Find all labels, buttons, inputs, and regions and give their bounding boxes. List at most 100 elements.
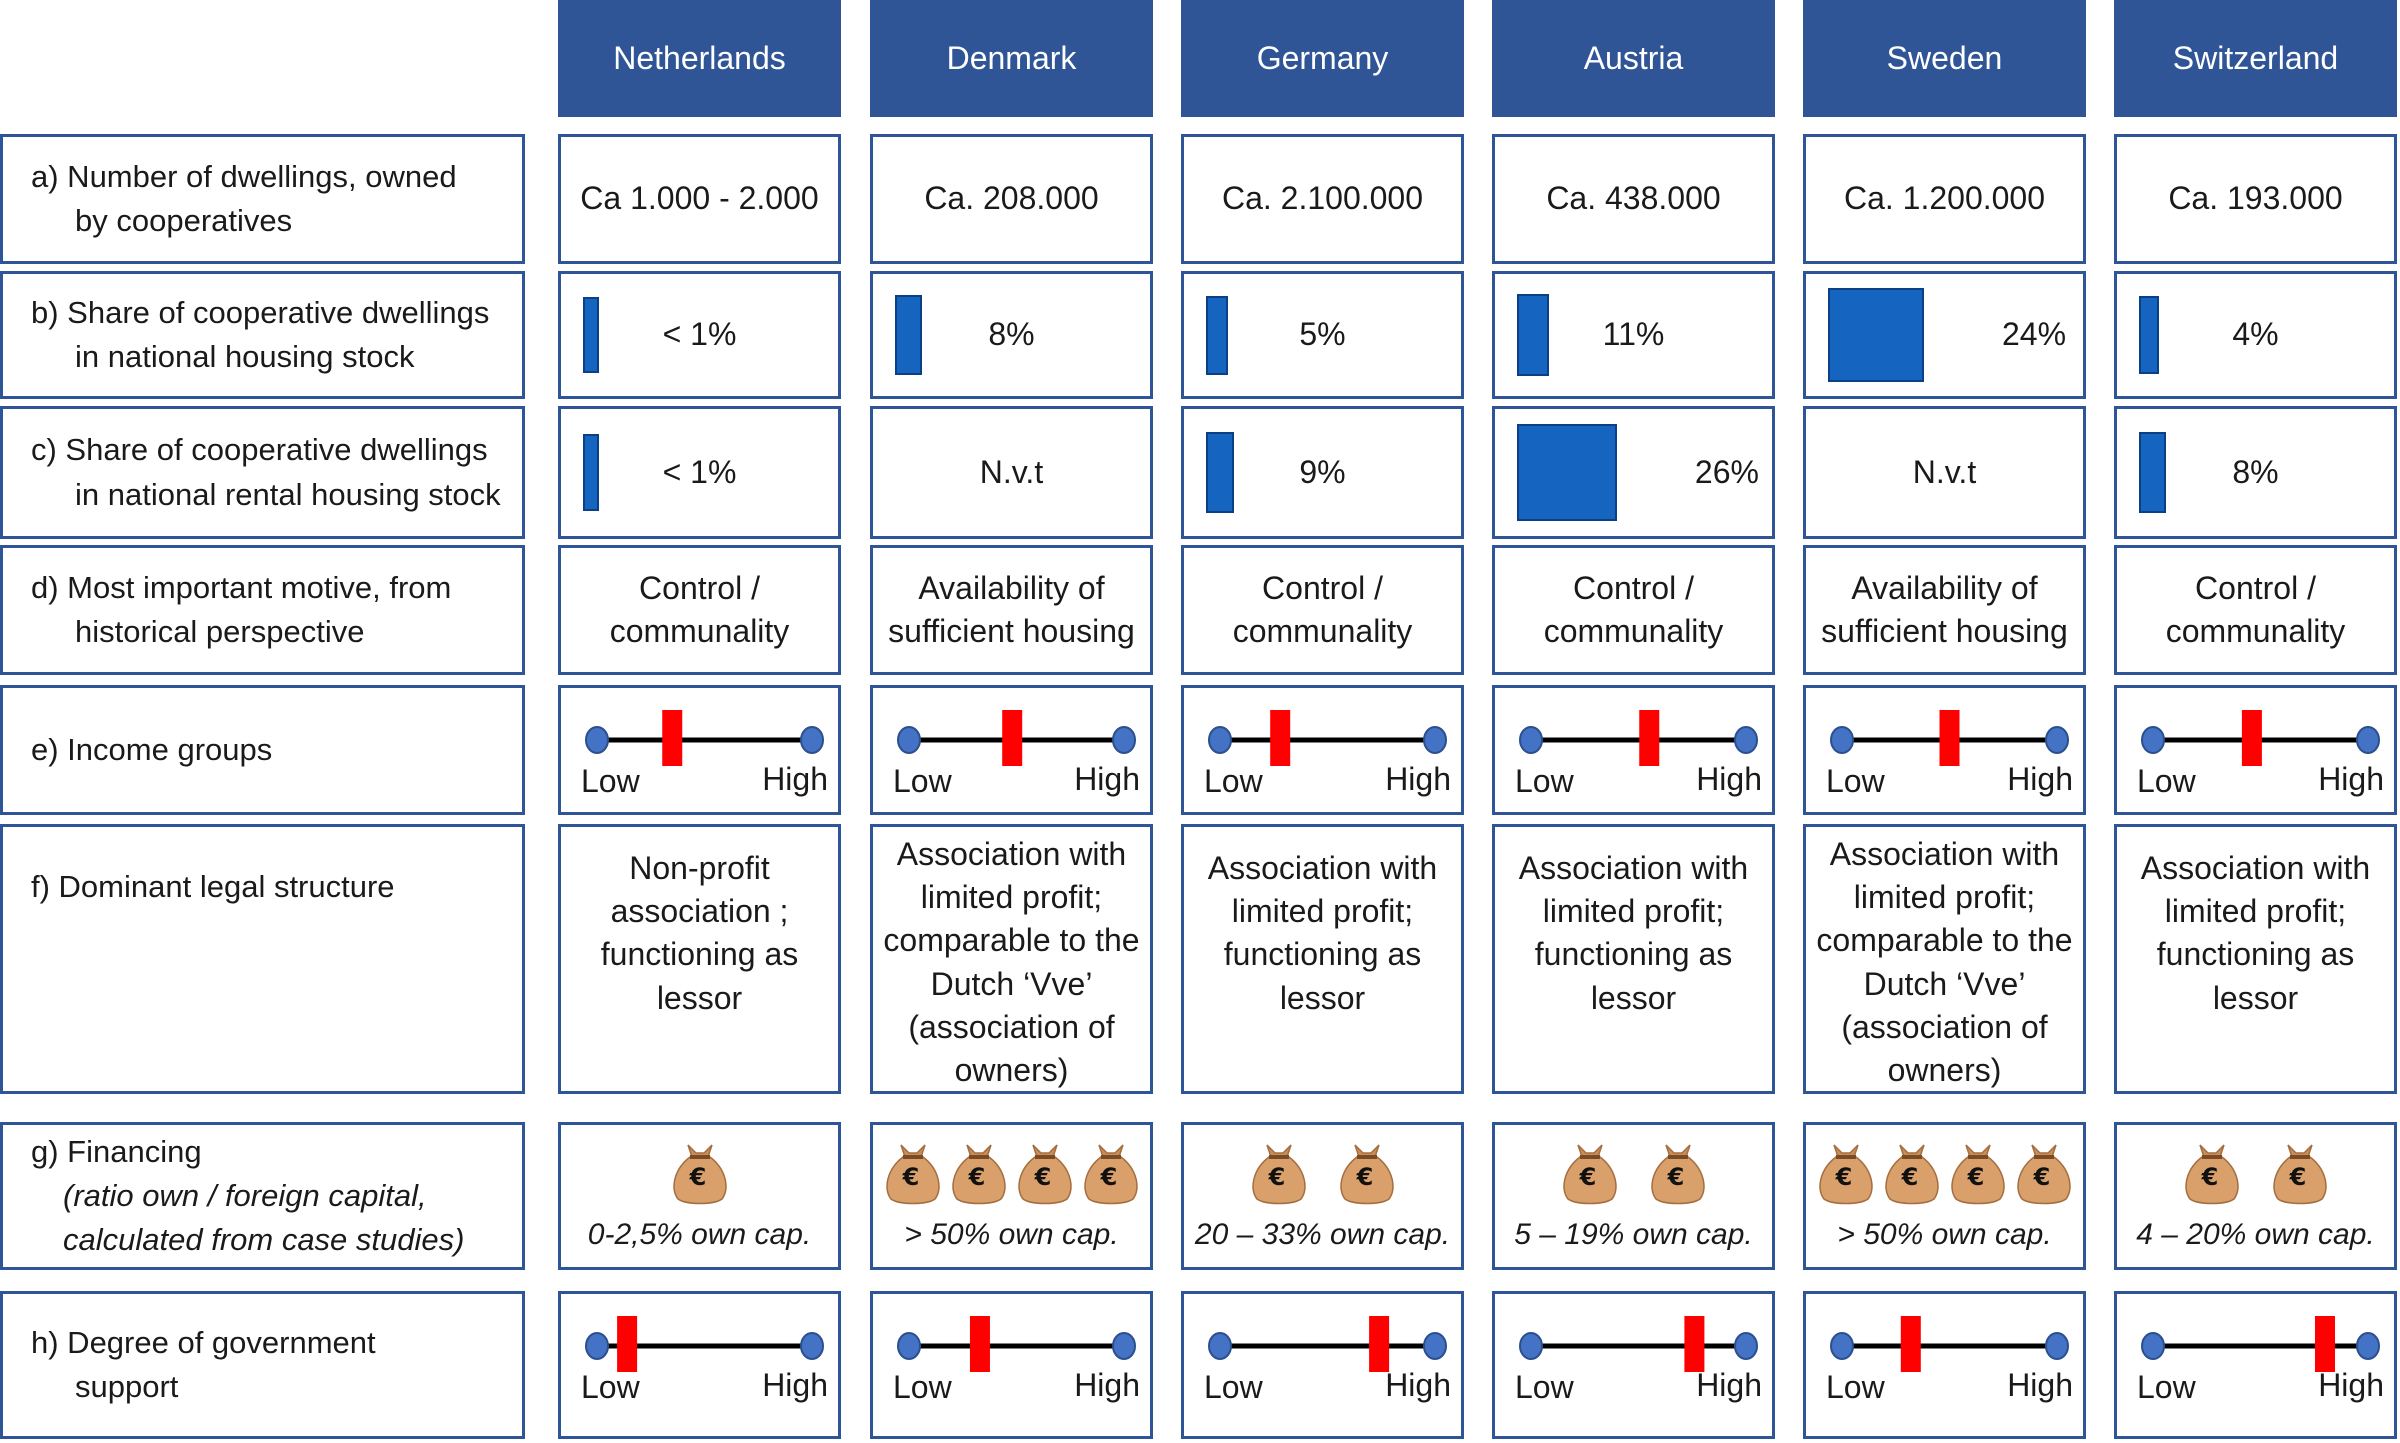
- cell-text-line: association ;: [610, 893, 789, 930]
- column-header-sweden: Sweden: [1803, 0, 2086, 117]
- cell-share-c-austria: 26%: [1492, 406, 1775, 539]
- cell-text-line: Control /: [1573, 569, 1694, 606]
- cell-share-b-sweden: 24%: [1803, 271, 2086, 399]
- money-bag-icon: €: [951, 1144, 1006, 1205]
- svg-text:€: €: [1834, 1163, 1852, 1191]
- row-label-g: g) Financing (ratio own / foreign capital…: [0, 1122, 525, 1270]
- scale-low-dot: [2141, 1332, 2165, 1360]
- low-high-scale: [585, 1316, 824, 1372]
- scale-low-dot: [897, 1332, 921, 1360]
- scale-marker: [1939, 710, 1960, 766]
- financing-caption: 4 – 20% own cap.: [2136, 1218, 2375, 1251]
- cell-scale-h-germany: Low High: [1181, 1291, 1464, 1439]
- cell-text-line: Association with: [2140, 850, 2371, 886]
- svg-text:€: €: [1267, 1163, 1285, 1191]
- scale-high-label: High: [1385, 1367, 1451, 1403]
- cell-text-line: limited profit;: [1542, 893, 1725, 930]
- cell-text-line: Association with: [1207, 850, 1438, 886]
- cell-text-line: functioning as: [1534, 936, 1733, 973]
- cell-text-line: limited profit;: [2164, 893, 2347, 930]
- cell-legal-structure-sweden: Association with limited profit; comparabl…: [1803, 824, 2086, 1094]
- cell-motive-denmark: Availability of sufficient housing: [870, 545, 1153, 675]
- scale-low-label: Low: [1515, 1369, 1574, 1405]
- cell-text-line: Control /: [1262, 569, 1383, 606]
- cell-scale-h-denmark: Low High: [870, 1291, 1153, 1439]
- money-bag-icon: €: [1339, 1144, 1394, 1205]
- cell-text-line: comparable to the: [1816, 922, 2073, 959]
- scale-high-label: High: [1385, 761, 1451, 797]
- row-label-b: b) Share of cooperative dwellings in nati…: [0, 271, 525, 399]
- cell-text-line: Availability of: [1851, 569, 2038, 606]
- row-label-line: h) Degree of government: [31, 1324, 376, 1360]
- money-bag-icon: €: [1650, 1144, 1705, 1205]
- low-high-scale: [1519, 710, 1758, 766]
- share-label: 4%: [2232, 316, 2279, 352]
- cell-text-line: Availability of: [918, 569, 1105, 606]
- scale-marker: [1369, 1316, 1390, 1372]
- cell-scale-e-denmark: Low High: [870, 685, 1153, 815]
- share-label: 9%: [1299, 453, 1346, 490]
- money-bag-icon: €: [2184, 1144, 2239, 1205]
- cell-text-line: comparable to the: [883, 922, 1140, 959]
- scale-high-dot: [1734, 1332, 1758, 1360]
- cell-text-line: limited profit;: [920, 879, 1103, 916]
- scale-marker: [2315, 1316, 2335, 1372]
- cell-text-line: Association with: [1518, 850, 1749, 886]
- cell-text-line: Non-profit: [629, 850, 770, 886]
- cell-financing-austria: € €5 – 19% own cap.: [1492, 1122, 1775, 1270]
- share-label: 5%: [1299, 316, 1346, 352]
- cell-share-c-netherlands: < 1%: [558, 406, 841, 539]
- cell-legal-structure-germany: Association with limited profit; functioni…: [1181, 824, 1464, 1094]
- cell-legal-structure-austria: Association with limited profit; functioni…: [1492, 824, 1775, 1094]
- money-bag-icon: €: [1818, 1144, 1873, 1205]
- cell-share-b-denmark: 8%: [870, 271, 1153, 399]
- scale-high-label: High: [2007, 761, 2073, 797]
- share-bar: [895, 294, 922, 376]
- scale-high-label: High: [2007, 1367, 2073, 1403]
- share-label: 8%: [988, 316, 1035, 352]
- scale-low-dot: [2141, 726, 2165, 754]
- financing-caption: 5 – 19% own cap.: [1514, 1218, 1753, 1251]
- scale-high-label: High: [2318, 761, 2384, 797]
- cell-text-line: limited profit;: [1853, 879, 2036, 916]
- cell-share-b-netherlands: < 1%: [558, 271, 841, 399]
- cell-share-b-switzerland: 4%: [2114, 271, 2397, 399]
- svg-text:€: €: [1666, 1163, 1684, 1191]
- share-label: < 1%: [662, 453, 737, 490]
- cell-dwellings-germany: Ca. 2.100.000: [1181, 134, 1464, 264]
- cell-motive-austria: Control / communality: [1492, 545, 1775, 675]
- scale-high-label: High: [762, 1367, 828, 1403]
- cell-scale-h-austria: Low High: [1492, 1291, 1775, 1439]
- cell-financing-germany: € €20 – 33% own cap.: [1181, 1122, 1464, 1270]
- column-header-netherlands: Netherlands: [558, 0, 841, 117]
- financing-caption: 20 – 33% own cap.: [1194, 1218, 1451, 1251]
- share-bar: [1517, 293, 1549, 377]
- scale-high-label: High: [1696, 1367, 1762, 1403]
- row-label-line: support: [75, 1369, 179, 1404]
- scale-high-dot: [2045, 1332, 2069, 1360]
- cell-share-c-denmark: N.v.t: [870, 406, 1153, 539]
- share-bar: [1828, 287, 1925, 383]
- cell-text-line: functioning as: [1223, 936, 1422, 973]
- column-header-germany: Germany: [1181, 0, 1464, 117]
- share-bar: [2139, 432, 2166, 513]
- row-label-line: in national rental housing stock: [75, 476, 501, 512]
- cell-text-line: Control /: [2195, 569, 2316, 606]
- svg-text:€: €: [688, 1163, 706, 1191]
- share-bar: [2139, 295, 2160, 375]
- cell-dwellings-denmark: Ca. 208.000: [870, 134, 1153, 264]
- scale-low-dot: [1208, 1332, 1232, 1360]
- scale-low-label: Low: [1826, 1369, 1885, 1405]
- cell-financing-switzerland: € €4 – 20% own cap.: [2114, 1122, 2397, 1270]
- scale-low-label: Low: [2137, 763, 2196, 799]
- scale-high-dot: [2356, 1332, 2380, 1360]
- row-label-line: c) Share of cooperative dwellings: [31, 432, 488, 468]
- svg-text:€: €: [1099, 1163, 1117, 1191]
- cell-financing-netherlands: €0-2,5% own cap.: [558, 1122, 841, 1270]
- scale-low-dot: [897, 726, 921, 754]
- low-high-scale: [1208, 1316, 1447, 1372]
- svg-text:€: €: [2288, 1163, 2306, 1191]
- cell-text-line: communality: [1232, 613, 1413, 649]
- row-label-h: h) Degree of government support: [0, 1291, 525, 1439]
- low-high-scale: [897, 710, 1136, 766]
